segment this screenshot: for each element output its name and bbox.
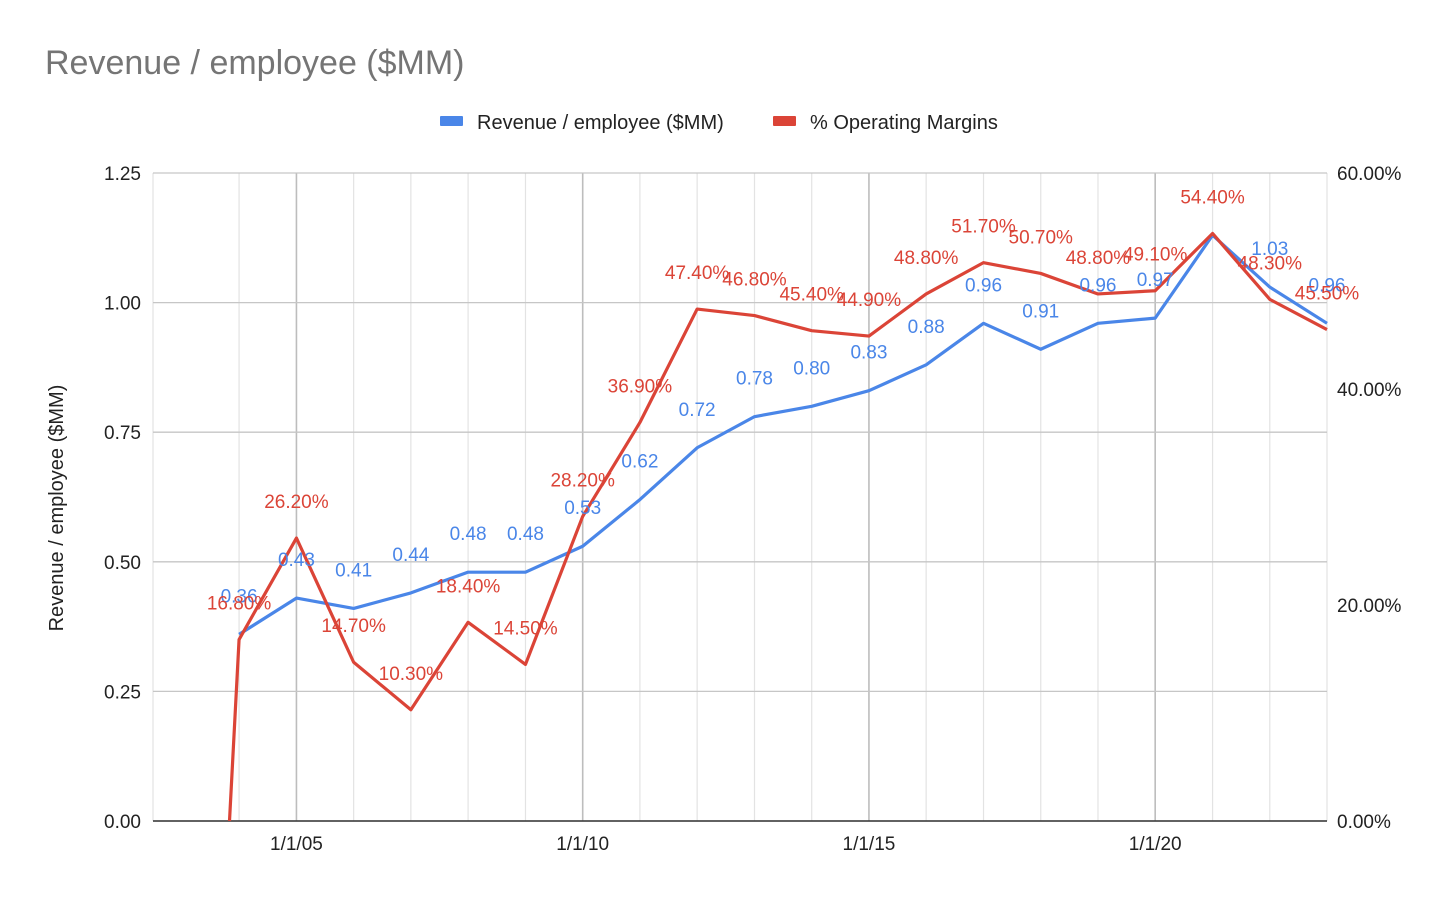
- data-label-operating-margins: 18.40%: [436, 576, 501, 597]
- left-axis-title: Revenue / employee ($MM): [46, 385, 68, 632]
- left-axis-tick-label: 0.00: [104, 812, 141, 833]
- data-label-revenue: 0.96: [1079, 275, 1116, 296]
- right-axis-tick-label: 20.00%: [1337, 596, 1402, 617]
- x-axis-tick-label: 1/1/20: [1129, 834, 1182, 855]
- data-label-operating-margins: 10.30%: [379, 664, 444, 685]
- left-axis-tick-label: 1.25: [104, 164, 141, 185]
- data-label-revenue: 0.78: [736, 369, 773, 390]
- data-label-operating-margins: 47.40%: [665, 263, 730, 284]
- series: [227, 231, 1328, 822]
- data-label-revenue: 0.91: [1022, 301, 1059, 322]
- left-axis-tick-label: 0.25: [104, 682, 141, 703]
- x-axis-tick-label: 1/1/15: [843, 834, 896, 855]
- data-label-operating-margins: 54.40%: [1180, 187, 1245, 208]
- data-label-operating-margins: 48.80%: [1066, 248, 1131, 269]
- left-axis-tick-label: 0.50: [104, 553, 141, 574]
- data-label-revenue: 0.43: [278, 550, 315, 571]
- data-label-revenue: 0.44: [392, 545, 429, 566]
- legend-swatch-operating-margins: [773, 116, 796, 126]
- data-label-revenue: 0.36: [221, 586, 258, 607]
- data-label-revenue: 0.83: [850, 343, 887, 364]
- data-label-revenue: 0.96: [1309, 275, 1346, 296]
- data-label-operating-margins: 14.50%: [493, 618, 558, 639]
- series-line-operating-margins[interactable]: [227, 231, 1328, 822]
- data-label-operating-margins: 51.70%: [951, 217, 1016, 238]
- data-label-operating-margins: 49.10%: [1123, 245, 1188, 266]
- data-label-revenue: 0.41: [335, 560, 372, 581]
- data-label-revenue: 0.48: [507, 524, 544, 545]
- legend-item-revenue[interactable]: Revenue / employee ($MM): [440, 112, 724, 134]
- data-label-revenue: 0.96: [965, 275, 1002, 296]
- data-label-operating-margins: 46.80%: [722, 270, 787, 291]
- data-label-operating-margins: 45.40%: [779, 285, 844, 306]
- x-axis-tick-label: 1/1/05: [270, 834, 323, 855]
- right-axis-tick-label: 40.00%: [1337, 380, 1402, 401]
- left-axis-tick-label: 1.00: [104, 294, 141, 315]
- data-label-revenue: 0.88: [908, 317, 945, 338]
- x-axis-tick-label: 1/1/10: [556, 834, 609, 855]
- legend-swatch-revenue: [440, 116, 463, 126]
- right-axis-tick-label: 60.00%: [1337, 164, 1402, 185]
- legend-label-revenue: Revenue / employee ($MM): [477, 112, 724, 134]
- data-label-operating-margins: 16.80%: [207, 594, 272, 615]
- data-label-revenue: 0.53: [564, 498, 601, 519]
- left-axis-tick-label: 0.75: [104, 423, 141, 444]
- data-label-operating-margins: 36.90%: [608, 376, 673, 397]
- data-label-operating-margins: 48.80%: [894, 248, 959, 269]
- data-label-operating-margins: 44.90%: [837, 290, 902, 311]
- series-line-revenue[interactable]: [238, 233, 1328, 636]
- data-label-revenue: 0.62: [621, 452, 658, 473]
- legend-item-operating-margins[interactable]: % Operating Margins: [773, 112, 998, 134]
- data-label-operating-margins: 26.20%: [264, 492, 329, 513]
- data-label-revenue: 0.80: [793, 358, 830, 379]
- data-label-operating-margins: 45.50%: [1295, 284, 1360, 305]
- axes: 0.00 0.25 0.50 0.75 1.00 1.25 0.00% 20.00% 40.00…: [104, 164, 1402, 855]
- right-axis-tick-label: 0.00%: [1337, 812, 1391, 833]
- legend-label-operating-margins: % Operating Margins: [810, 112, 998, 134]
- data-label-operating-margins: 28.20%: [550, 470, 615, 491]
- data-label-revenue: 0.97: [1137, 270, 1174, 291]
- chart-title: Revenue / employee ($MM): [45, 44, 465, 82]
- data-label-revenue: 0.48: [450, 524, 487, 545]
- data-label-operating-margins: 48.30%: [1238, 253, 1303, 274]
- data-label-operating-margins: 50.70%: [1009, 227, 1074, 248]
- data-label-revenue: 1.03: [1251, 239, 1288, 260]
- data-label-revenue: 0.72: [679, 400, 716, 421]
- data-label-operating-margins: 14.70%: [321, 616, 386, 637]
- legend: Revenue / employee ($MM) % Operating Mar…: [440, 112, 998, 134]
